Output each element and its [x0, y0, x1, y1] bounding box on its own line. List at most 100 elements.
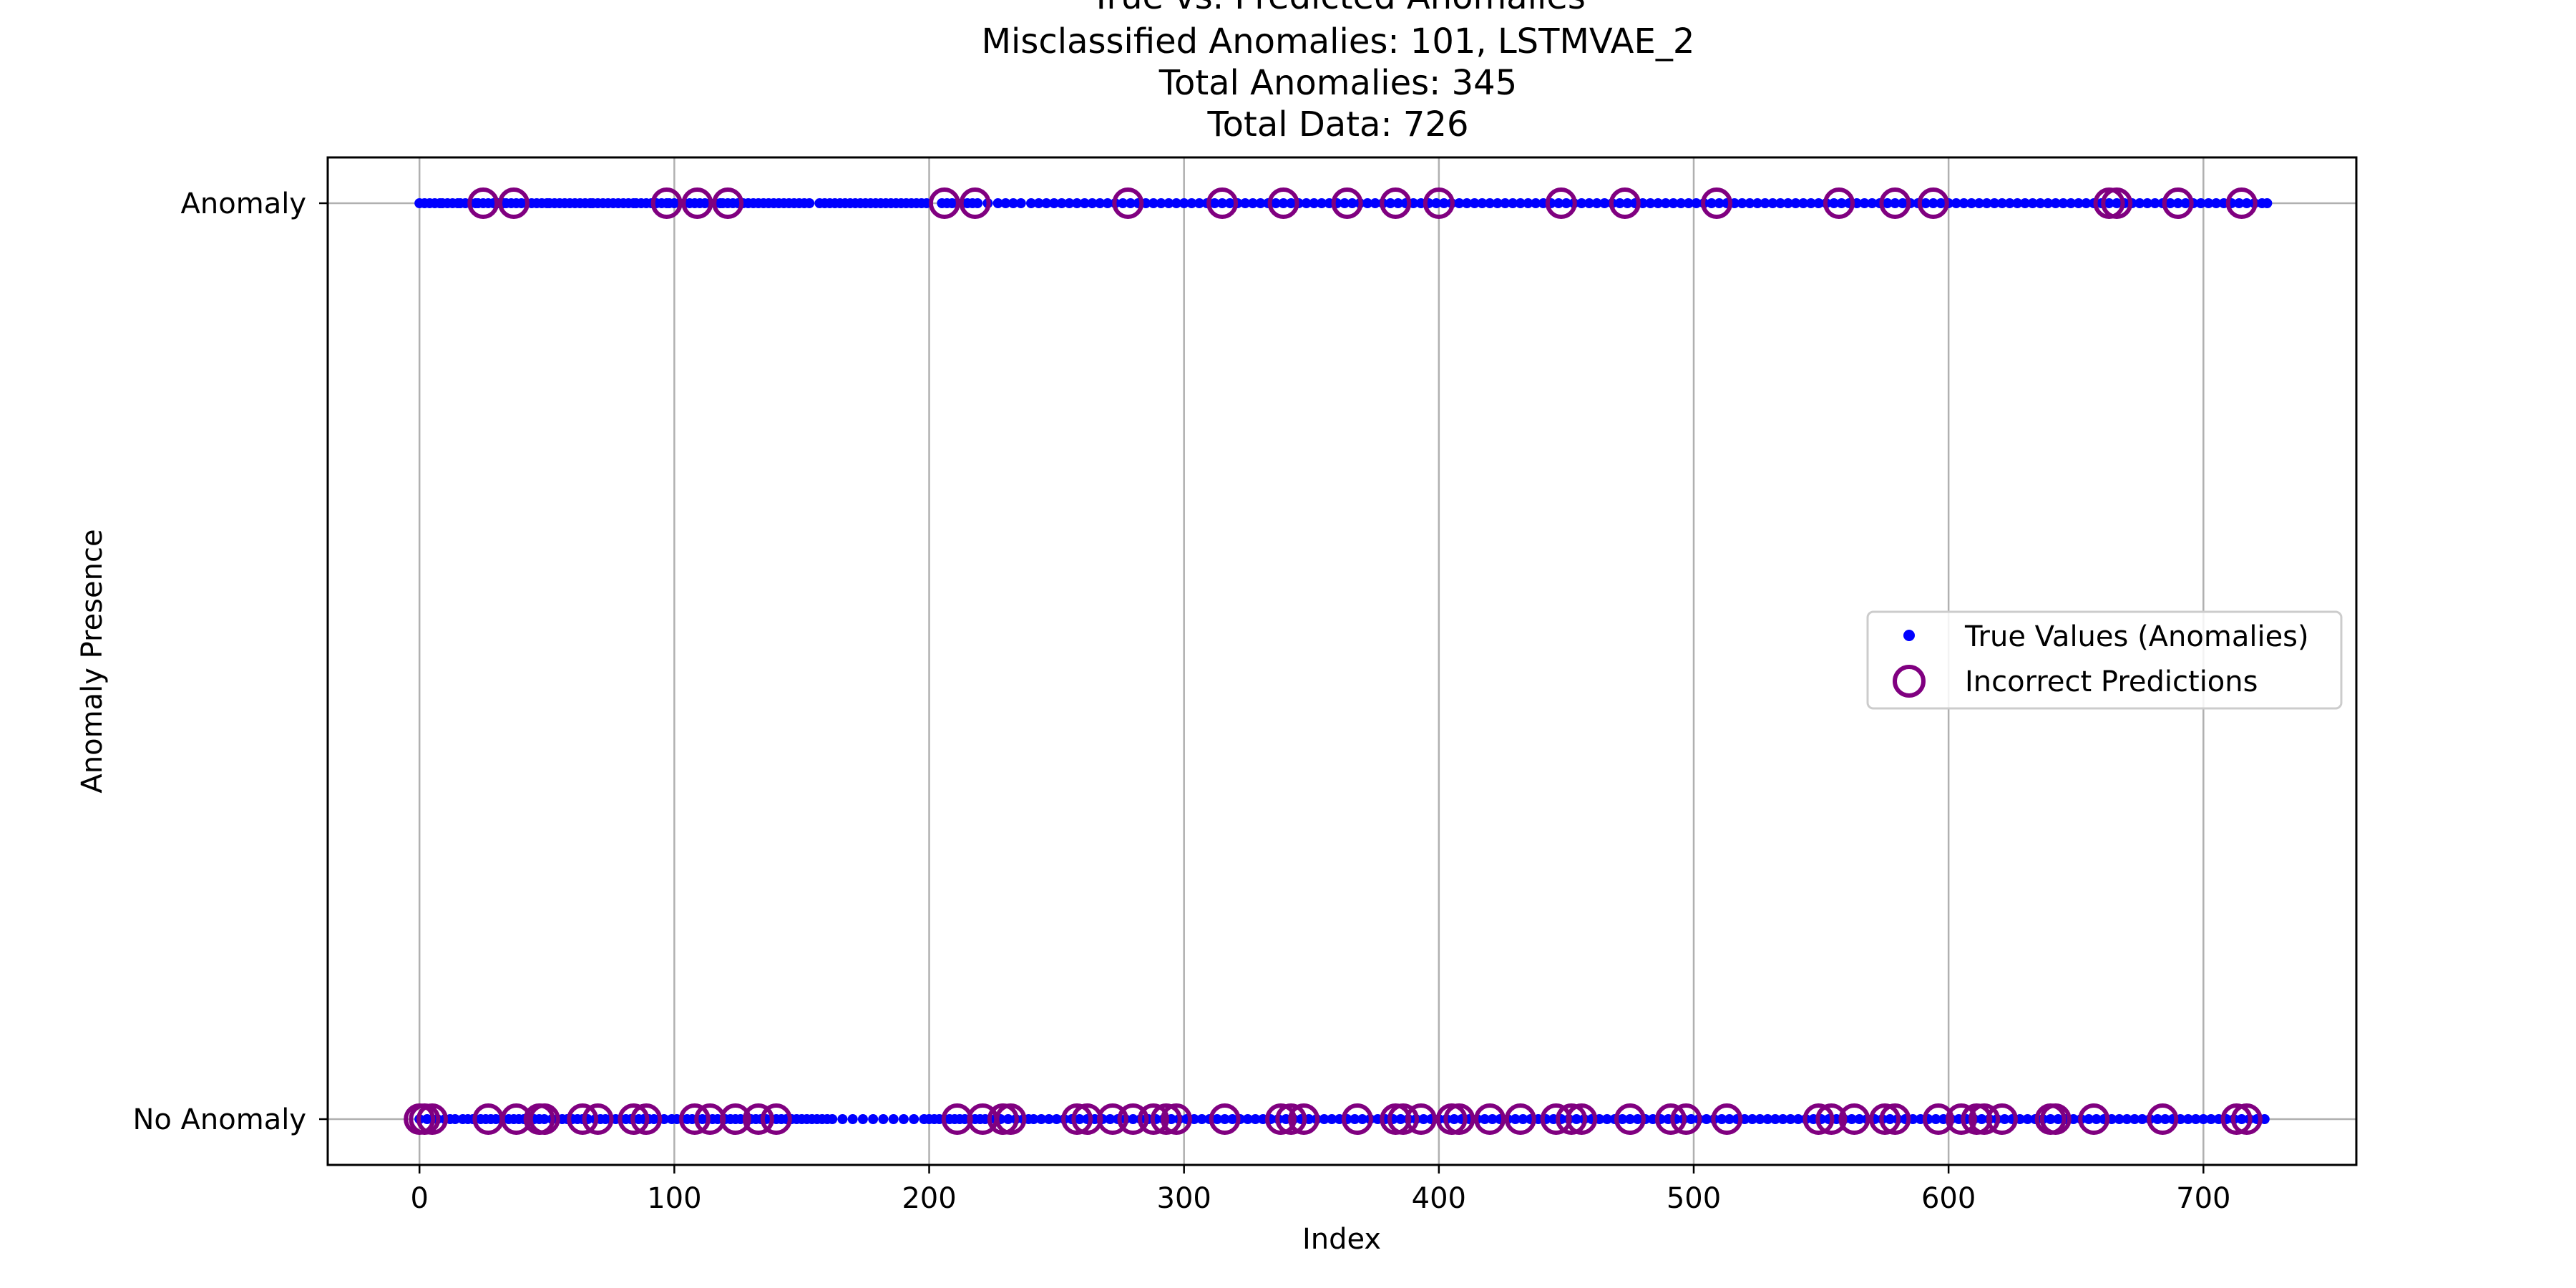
- incorrect-prediction-marker: [1096, 1103, 1128, 1135]
- y-axis-ticks: No Anomaly Anomaly: [132, 187, 328, 1136]
- incorrect-prediction-marker: [2162, 187, 2194, 219]
- true-value-point: [1898, 198, 1908, 208]
- true-value-point: [1571, 1114, 1582, 1124]
- true-value-point: [1309, 198, 1319, 208]
- true-value-point: [1219, 1114, 1230, 1124]
- true-value-point: [1196, 1114, 1207, 1124]
- true-value-point: [1125, 198, 1136, 208]
- true-value-point: [1128, 1114, 1138, 1124]
- true-value-point: [1347, 198, 1357, 208]
- incorrect-prediction-marker: [1331, 187, 1363, 219]
- true-value-point: [1002, 1114, 1013, 1124]
- incorrect-prediction-marker: [497, 187, 530, 219]
- true-value-point: [1194, 198, 1205, 208]
- true-value-point: [1385, 198, 1396, 208]
- true-value-point: [1477, 198, 1488, 208]
- true-value-point: [1755, 1114, 1765, 1124]
- true-value-point: [1531, 198, 1541, 208]
- true-value-point: [2172, 198, 2183, 208]
- true-value-point: [1500, 198, 1511, 208]
- incorrect-prediction-marker: [1265, 1103, 1297, 1135]
- true-value-point: [1209, 198, 1220, 208]
- true-value-point: [1747, 1114, 1757, 1124]
- true-value-point: [2150, 198, 2160, 208]
- true-value-point: [2004, 198, 2015, 208]
- incorrect-prediction-marker: [1917, 187, 1949, 219]
- true-value-point: [2114, 1114, 2124, 1124]
- true-value-point: [2053, 1114, 2064, 1124]
- true-value-point: [1782, 198, 1793, 208]
- true-value-point: [1431, 198, 1442, 208]
- incorrect-prediction-marker: [1150, 1103, 1182, 1135]
- incorrect-prediction-marker: [928, 187, 960, 219]
- true-value-point: [1599, 198, 1610, 208]
- true-value-point: [2112, 198, 2122, 208]
- true-value-point: [1928, 198, 1938, 208]
- true-value-point: [2019, 198, 2030, 208]
- incorrect-prediction-marker: [1405, 1103, 1437, 1135]
- true-value-point: [1102, 198, 1113, 208]
- true-value-point: [1882, 198, 1893, 208]
- true-value-point: [1805, 198, 1816, 208]
- true-value-point: [1301, 198, 1312, 208]
- true-value-point: [1706, 198, 1717, 208]
- chart-title-line-4: Total Data: 726: [1206, 104, 1468, 145]
- true-value-point: [2043, 198, 2054, 208]
- true-value-point: [2137, 1114, 2147, 1124]
- legend-true-values-marker: [1903, 630, 1915, 641]
- true-value-point: [1357, 1114, 1367, 1124]
- true-value-point: [2035, 198, 2046, 208]
- true-value-point: [1921, 198, 1931, 208]
- true-value-point: [1828, 198, 1839, 208]
- true-value-point: [1561, 198, 1571, 208]
- x-tick-label: 100: [647, 1182, 701, 1215]
- true-value-point: [1660, 198, 1671, 208]
- true-value-point: [1392, 198, 1403, 208]
- legend-box: [1866, 610, 2343, 710]
- incorrect-prediction-marker: [1209, 1103, 1241, 1135]
- true-value-point: [878, 1114, 889, 1124]
- true-value-point: [2234, 198, 2245, 208]
- true-value-point: [1049, 198, 1060, 208]
- true-value-point: [804, 198, 815, 208]
- true-value-point: [2236, 1114, 2247, 1124]
- true-value-point: [1951, 198, 1961, 208]
- true-value-point: [1286, 198, 1297, 208]
- legend-incorrect-predictions-label: Incorrect Predictions: [1965, 665, 2258, 698]
- chart-title-line-2: Misclassified Anomalies: 101, LSTMVAE_2: [982, 21, 1695, 62]
- x-tick-label: 300: [1157, 1182, 1211, 1215]
- true-value-point: [2190, 1114, 2201, 1124]
- x-axis-ticks: 0 100 200 300 400 500 600 700: [410, 1165, 2230, 1215]
- chart-title: True vs. Predicted Anomalies Misclassifi…: [982, 0, 1695, 145]
- incorrect-prediction-marker: [582, 1103, 614, 1135]
- true-value-point: [1683, 198, 1694, 208]
- true-value-point: [1171, 198, 1181, 208]
- true-value-point: [1981, 198, 1992, 208]
- true-value-point: [1813, 198, 1824, 208]
- x-tick-label: 500: [1667, 1182, 1721, 1215]
- x-tick-label: 700: [2176, 1182, 2230, 1215]
- true-value-point: [1622, 198, 1633, 208]
- incorrect-prediction-marker: [567, 1103, 599, 1135]
- true-value-point: [1270, 198, 1281, 208]
- incorrect-prediction-marker: [1879, 1103, 1911, 1135]
- incorrect-prediction-marker: [528, 1103, 560, 1135]
- true-value-point: [1000, 198, 1011, 208]
- true-value-point: [2198, 1114, 2209, 1124]
- true-value-point: [1724, 1114, 1735, 1124]
- incorrect-prediction-marker: [681, 187, 713, 219]
- true-value-point: [2142, 198, 2152, 208]
- y-tick-label: Anomaly: [181, 187, 306, 220]
- true-value-point: [1777, 1114, 1788, 1124]
- true-value-point: [1767, 198, 1778, 208]
- incorrect-prediction-marker: [650, 187, 683, 219]
- true-value-point: [1617, 1114, 1628, 1124]
- true-value-point: [898, 1114, 909, 1124]
- true-value-point: [1118, 198, 1128, 208]
- true-value-point: [1996, 198, 2007, 208]
- true-value-point: [1362, 198, 1373, 208]
- true-value-point: [1242, 1114, 1253, 1124]
- true-value-point: [1033, 198, 1044, 208]
- true-value-point: [1148, 198, 1158, 208]
